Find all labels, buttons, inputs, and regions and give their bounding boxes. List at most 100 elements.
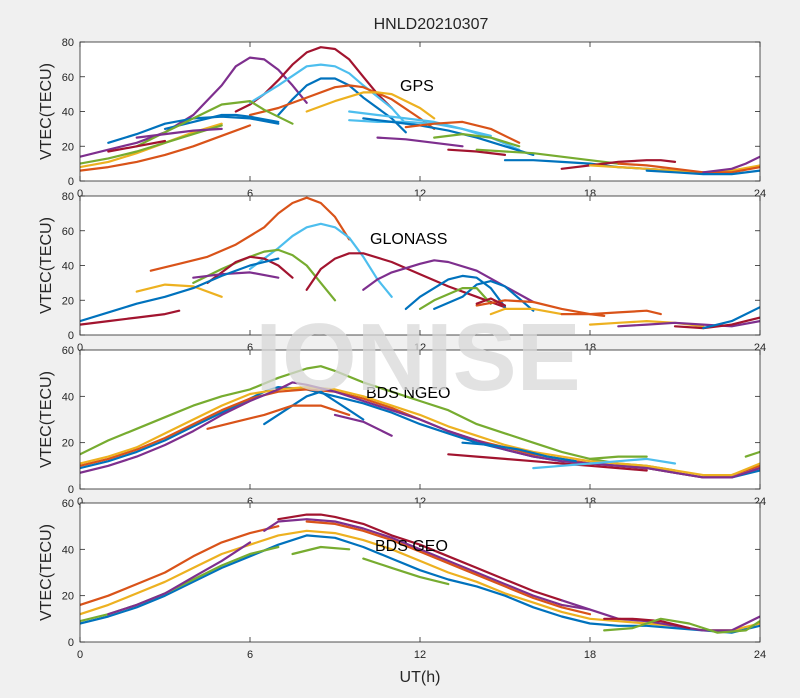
series-line (447, 453, 648, 472)
series-line (702, 306, 760, 330)
series-line (404, 274, 507, 310)
series-line (376, 136, 464, 148)
series-line (560, 309, 662, 316)
series-line (80, 56, 308, 158)
y-tick-label: 40 (62, 391, 74, 403)
series-line (135, 99, 294, 148)
plot-area (80, 196, 760, 335)
series-line (588, 164, 760, 174)
y-axis-label: VTEC(TECU) (38, 524, 55, 621)
series-line (603, 617, 691, 630)
series-line (149, 196, 351, 272)
series-line (206, 255, 294, 284)
chart-title: HNLD20210307 (374, 16, 489, 33)
series-line (80, 386, 760, 477)
y-tick-label: 0 (68, 330, 74, 342)
x-tick-label: 0 (77, 342, 83, 354)
series-line (248, 84, 436, 130)
panel-annotation: BDS GEO (375, 538, 448, 555)
series-line (80, 257, 280, 323)
y-tick-label: 0 (68, 484, 74, 496)
series-line (418, 287, 492, 310)
x-tick-label: 0 (77, 649, 83, 661)
series-line (702, 155, 760, 174)
series-line (277, 77, 407, 134)
series-line (192, 271, 280, 279)
plot-area (80, 503, 760, 642)
x-tick-label: 0 (77, 496, 83, 508)
plot-area (80, 42, 760, 181)
series-line (80, 525, 280, 607)
y-tick-label: 40 (62, 107, 74, 119)
series-line (362, 117, 535, 156)
series-line (80, 124, 252, 172)
x-tick-label: 24 (754, 649, 766, 661)
x-axis-label: UT(h) (400, 669, 441, 686)
series-line (80, 381, 760, 479)
y-tick-label: 40 (62, 544, 74, 556)
y-tick-label: 0 (68, 637, 74, 649)
y-tick-label: 0 (68, 176, 74, 188)
series-line (135, 283, 223, 298)
series-group (80, 196, 760, 330)
series-line (291, 545, 351, 556)
y-tick-label: 20 (62, 591, 74, 603)
series-line (80, 309, 181, 326)
series-line (532, 457, 677, 470)
y-tick-label: 80 (62, 191, 74, 203)
y-tick-label: 60 (62, 345, 74, 357)
series-line (475, 297, 507, 307)
series-line (248, 222, 393, 298)
series-line (588, 455, 648, 460)
series-line (263, 518, 592, 611)
series-line (80, 365, 677, 472)
series-line (489, 307, 563, 316)
y-axis-label: VTEC(TECU) (38, 371, 55, 468)
series-line (305, 91, 436, 120)
x-tick-label: 6 (247, 188, 253, 200)
watermark: IONISE (255, 304, 580, 411)
series-line (433, 133, 521, 148)
y-tick-label: 20 (62, 438, 74, 450)
series-line (617, 162, 760, 174)
series-line (673, 316, 760, 330)
series-line (277, 513, 563, 602)
series-line (135, 127, 223, 139)
y-tick-label: 20 (62, 295, 74, 307)
series-line (404, 120, 521, 144)
series-line (560, 599, 760, 632)
panel-annotation: GPS (400, 78, 434, 95)
y-axis-label: VTEC(TECU) (38, 217, 55, 314)
series-group (80, 46, 760, 176)
series-line (362, 557, 450, 586)
series-line (617, 320, 760, 328)
series-line (461, 441, 577, 463)
series-line (163, 113, 280, 130)
series-line (560, 159, 677, 170)
y-axis-label: VTEC(TECU) (38, 63, 55, 160)
series-line (248, 63, 407, 125)
y-tick-label: 60 (62, 72, 74, 84)
x-tick-label: 6 (247, 342, 253, 354)
series-line (107, 541, 252, 616)
series-line (475, 148, 620, 165)
x-tick-label: 12 (414, 649, 426, 661)
series-line (744, 450, 760, 458)
y-tick-label: 80 (62, 37, 74, 49)
series-line (362, 259, 535, 304)
x-tick-label: 0 (77, 188, 83, 200)
series-line (107, 139, 167, 153)
y-tick-label: 60 (62, 226, 74, 238)
y-tick-label: 40 (62, 261, 74, 273)
series-line (305, 520, 592, 616)
series-line (206, 404, 351, 430)
series-line (80, 534, 760, 634)
y-tick-label: 20 (62, 141, 74, 153)
panel-annotation: BDS NGEO (366, 385, 450, 402)
series-group (80, 365, 760, 479)
panel-annotation: GLONASS (370, 231, 447, 248)
